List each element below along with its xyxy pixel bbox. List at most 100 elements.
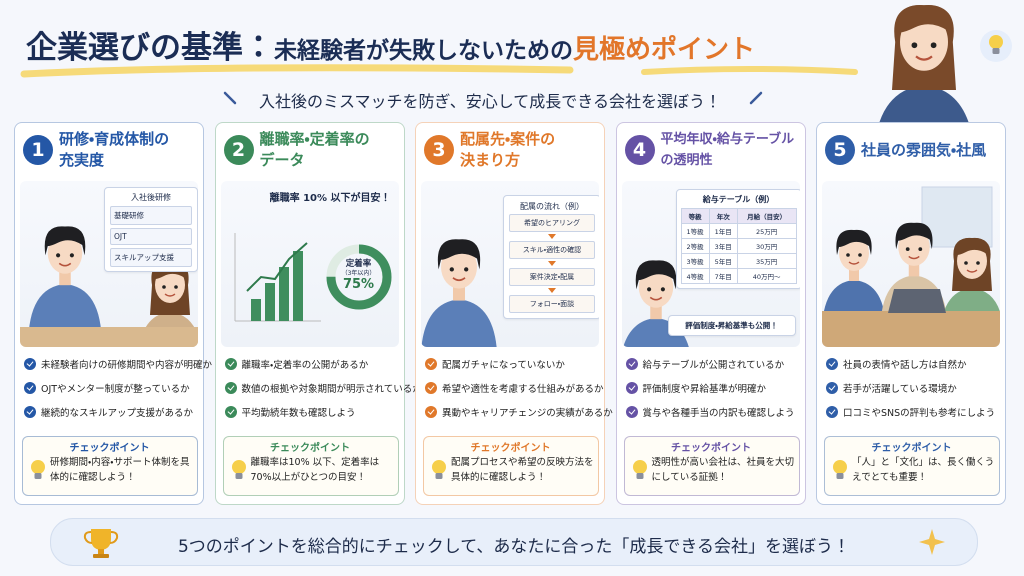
check-mark — [227, 407, 234, 415]
donut-sub: （3年以内） — [341, 270, 376, 277]
check-icon — [224, 406, 237, 418]
card: 5 社員の雰囲気・社風 社員の表情や話し方は自然か 若手が活躍している環境か 口コミやS… — [816, 122, 1006, 505]
check-icon — [625, 382, 638, 394]
bulb-base — [235, 473, 242, 479]
check-mark — [828, 359, 836, 367]
hair — [44, 226, 86, 256]
table-header: 年次 — [708, 208, 738, 224]
check-mark — [26, 383, 34, 391]
card: 2 離職率・定着率の データ 離職率 10% 以下が目安！ 定着率 （3年以内） 75% 離職… — [214, 122, 422, 505]
flow-arrow — [548, 288, 556, 293]
box-title: 配属の流れ（例） — [520, 202, 584, 211]
footer-text: 5つのポイントを総合的にチェックして、あなたに合った「成長できる会社」を選ぼう！ — [177, 537, 851, 557]
point-row: 賞与や各種手当の内訳も確認しよう — [625, 404, 804, 420]
point-row: 数値の根拠や対象期間が明示されているか — [224, 380, 422, 396]
point-row: 平均勤続年数も確認しよう — [224, 404, 403, 420]
panel-box: 評価制度・昇給基準も公開！ — [667, 315, 796, 336]
eye — [464, 267, 469, 272]
point-text: 異動やキャリアチェンジの実績があるか — [442, 408, 613, 419]
bulb-glass — [231, 460, 246, 474]
underline-brush — [20, 64, 574, 78]
trend-line — [245, 242, 308, 292]
eye — [918, 247, 923, 251]
eye — [846, 253, 850, 257]
bulb-icon — [833, 460, 847, 479]
title-accent: 見極めポイント — [573, 35, 756, 65]
card-title-line: 配属先・案件の — [460, 130, 556, 148]
eye — [905, 247, 910, 251]
table-cell: 30万円 — [736, 238, 797, 254]
table-header: 月給（目安） — [736, 208, 797, 224]
check-icon — [24, 358, 36, 370]
check-mark — [628, 383, 635, 391]
card-title-line: 研修・育成体制の — [59, 130, 170, 148]
illustration-panel: 離職率 10% 以下が目安！ 定着率 （3年以内） 75% — [220, 181, 399, 347]
card-title: 配属先・案件の 決まり方 — [460, 129, 604, 171]
point-row: OJTやメンター制度が整っているか — [24, 380, 202, 396]
point-row: 継続的なスキルアップ支援があるか — [24, 404, 202, 420]
footer-banner: 5つのポイントを総合的にチェックして、あなたに合った「成長できる会社」を選ぼう！ — [50, 518, 978, 566]
card-title-line: 平均年収・給与テーブル — [660, 132, 795, 147]
hair — [895, 4, 953, 46]
check-mark — [828, 383, 836, 391]
window — [921, 186, 993, 248]
illustration-panel: 入社後研修 基礎研修 OJT スキルアップ支援 — [20, 181, 198, 347]
eye — [976, 261, 980, 265]
guide-illustration — [879, 4, 1012, 122]
panel-box: 給与テーブル（例） 等級 年次 月給（目安） 1等級 1年目 25万円 2等級 3年目 30万円 3… — [675, 189, 800, 289]
point-text: 未経験者向けの研修期間や内容が明確か — [41, 360, 213, 371]
table-row: 3等級 5年目 35万円 — [680, 253, 797, 269]
bulb-base — [836, 473, 844, 479]
card-number: 1 — [23, 135, 53, 165]
hair — [954, 237, 990, 263]
eye — [858, 253, 862, 257]
donut-label: 定着率 — [345, 259, 372, 269]
point-text: OJTやメンター制度が整っているか — [41, 384, 190, 395]
hair — [836, 229, 872, 255]
panel-box: 配属の流れ（例） 希望のヒアリング スキル・適性の確認 案件決定・配属 フォロー・面談 — [503, 195, 599, 319]
flow-step: 案件決定・配属 — [509, 268, 595, 286]
mouth — [908, 255, 920, 260]
check-mark — [227, 383, 234, 391]
table-row: 1等級 1年目 25万円 — [680, 223, 797, 239]
point-text: 社員の表情や話し方は自然か — [843, 360, 967, 371]
bulb-glass — [632, 460, 647, 474]
card-title-line: データ — [259, 151, 305, 169]
mouth — [915, 55, 933, 61]
illustration — [421, 239, 497, 347]
hair — [635, 260, 676, 290]
checkpoint-label: チェックポイント — [69, 443, 150, 454]
checkpoint-label: チェックポイント — [671, 443, 751, 454]
checkpoint-text: 透明性が高い会社は、社員を大切にしている証拠！ — [651, 457, 795, 483]
point-text: 評価制度や昇給基準が明確か — [642, 384, 767, 395]
point-text: 配属ガチャになっていないか — [442, 360, 565, 371]
point-text: 平均勤続年数も確認しよう — [241, 408, 356, 419]
eye — [964, 261, 968, 265]
point-row: 希望や適性を考慮する仕組みがあるか — [425, 380, 604, 396]
flow-step: 希望のヒアリング — [509, 214, 595, 232]
table-cell: 4等級 — [680, 268, 710, 284]
check-mark — [427, 407, 435, 415]
table-header: 等級 — [680, 208, 710, 224]
card-title-line: 社員の雰囲気・社風 — [861, 141, 987, 159]
donut-arc — [326, 244, 391, 310]
point-text: 給与テーブルが公開されているか — [642, 360, 785, 371]
illustration-panel — [822, 181, 1000, 347]
card: 3 配属先・案件の 決まり方 配属の流れ（例） 希望のヒアリング スキル・適性の確認 案件決… — [415, 122, 613, 505]
checkpoint-text: 離職率は10% 以下、定着率は70%以上がひとつの目安！ — [250, 457, 380, 483]
table-note: 評価制度・昇給基準も公開！ — [685, 321, 778, 330]
neck — [849, 267, 859, 281]
neck — [59, 269, 71, 286]
check-mark — [628, 407, 635, 415]
salary-table: 等級 年次 月給（目安） 1等級 1年目 25万円 2等級 3年目 30万円 3等級 5年目 35万円… — [680, 208, 797, 284]
check-mark — [427, 383, 435, 391]
deco-bar — [278, 267, 289, 321]
laptop — [888, 289, 946, 313]
eye — [56, 253, 61, 258]
bulb-base — [636, 473, 643, 479]
box-title: 入社後研修 — [131, 193, 171, 202]
card-title-line: 離職率・定着率の — [259, 130, 370, 148]
point-text: 継続的なスキルアップ支援があるか — [41, 408, 194, 419]
table-cell: 5年目 — [708, 253, 738, 269]
